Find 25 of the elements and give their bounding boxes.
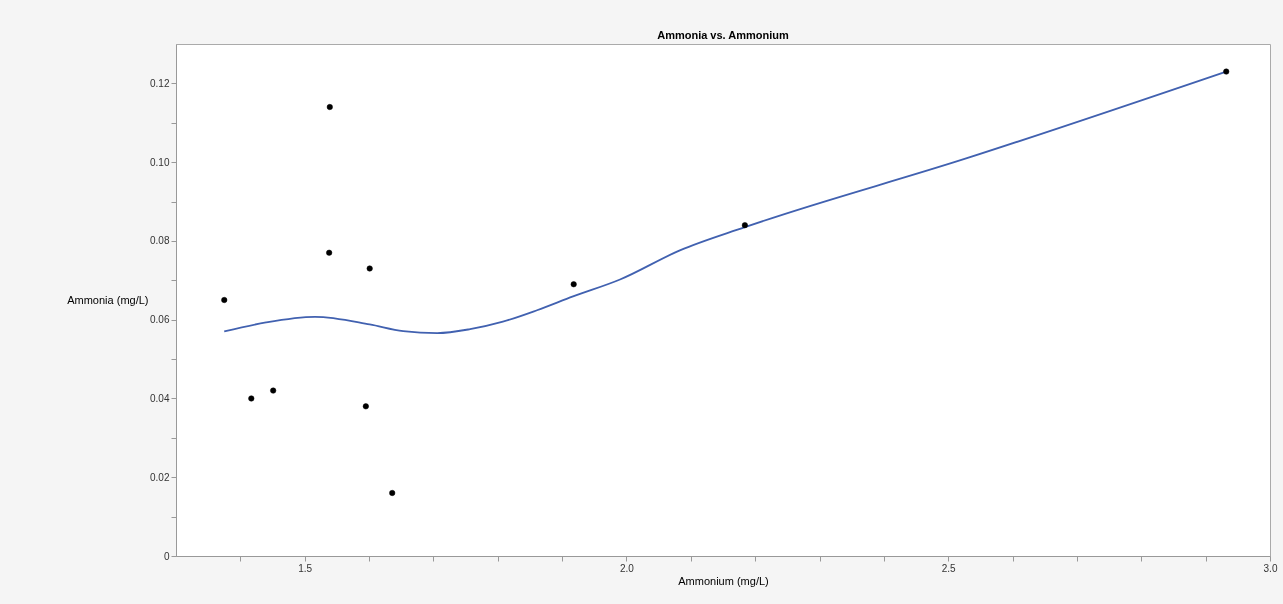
y-tick-label: 0.10 xyxy=(150,156,170,168)
y-tick-label: 0.08 xyxy=(150,235,170,247)
y-tick-label: 0.12 xyxy=(150,77,170,89)
y-tick-label: 0.02 xyxy=(150,471,170,483)
point xyxy=(270,387,277,394)
x-tick-label: 1.5 xyxy=(298,562,313,574)
chart-title: Ammonia vs. Ammonium xyxy=(657,29,790,41)
point xyxy=(570,281,577,288)
point xyxy=(362,403,369,410)
point xyxy=(248,395,255,402)
y-tick-label: 0.04 xyxy=(150,392,170,404)
y-axis-title: Ammonia (mg/L) xyxy=(67,293,149,306)
y-tick-label: 0.06 xyxy=(150,314,170,326)
point xyxy=(389,490,396,496)
x-axis-title: Ammonium (mg/L) xyxy=(678,574,769,587)
point xyxy=(741,222,748,229)
point xyxy=(326,249,333,256)
point xyxy=(1223,68,1230,75)
point xyxy=(326,104,333,110)
x-tick-label: 3.0 xyxy=(1263,562,1278,574)
y-tick-label: 0 xyxy=(163,550,170,562)
x-tick-label: 2.0 xyxy=(620,562,635,574)
point xyxy=(221,297,228,303)
x-tick-label: 2.5 xyxy=(941,562,957,574)
point xyxy=(366,265,373,272)
